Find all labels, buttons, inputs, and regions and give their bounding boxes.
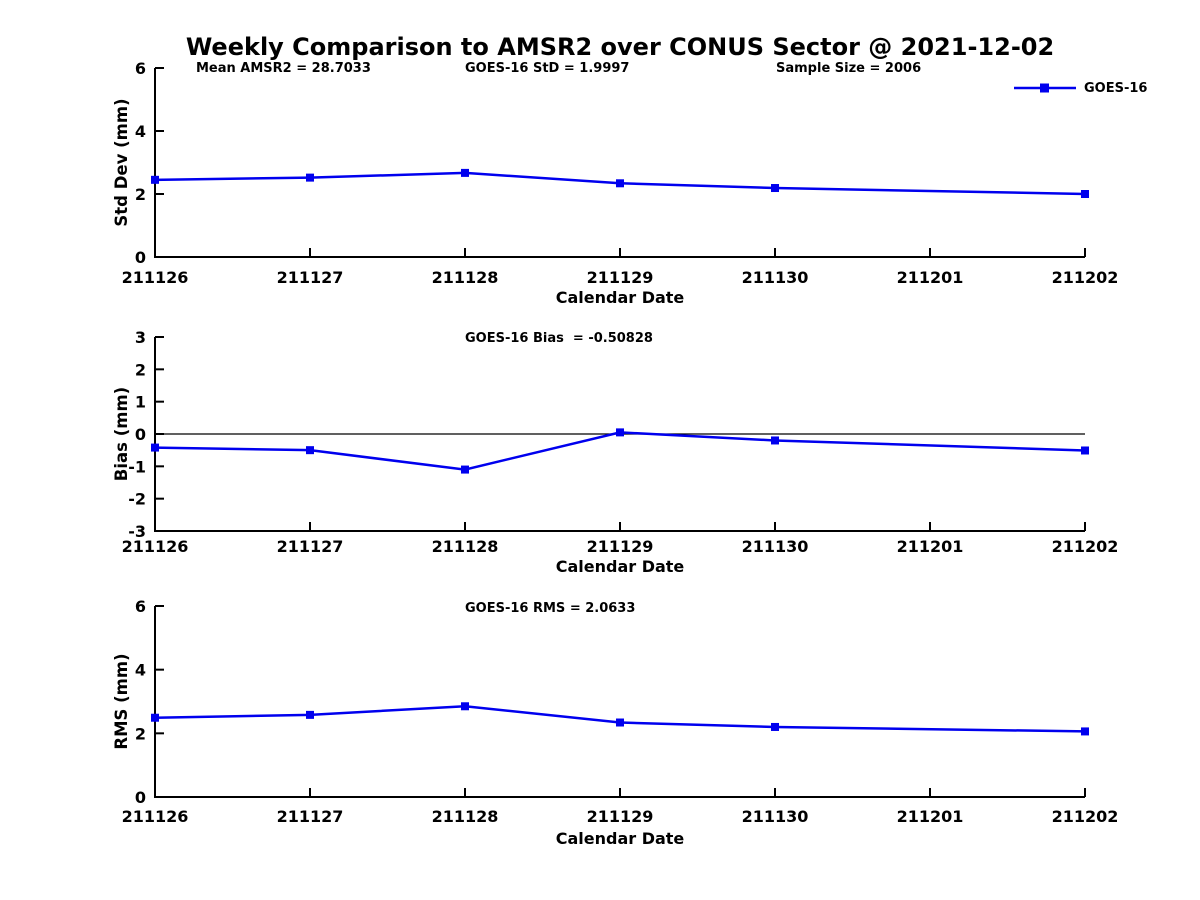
x-tick-label: 211130 [742, 807, 809, 826]
y-tick-label: 2 [135, 360, 146, 379]
x-tick-label: 211128 [432, 537, 499, 556]
x-axis-title: Calendar Date [556, 829, 685, 848]
y-axis-title: RMS (mm) [112, 653, 131, 749]
x-tick-label: 211201 [897, 268, 964, 287]
stat-goes16-std: GOES-16 StD = 1.9997 [465, 61, 630, 76]
y-tick-label: 0 [135, 248, 146, 267]
data-point-marker [771, 436, 779, 445]
x-tick-label: 211128 [432, 268, 499, 287]
data-point-marker [771, 184, 779, 193]
data-point-marker [1081, 727, 1089, 736]
x-tick-label: 211128 [432, 807, 499, 826]
x-tick-label: 211129 [587, 807, 654, 826]
data-point-marker [616, 718, 624, 727]
y-tick-label: 3 [135, 328, 146, 347]
y-axis-title: Std Dev (mm) [112, 98, 131, 226]
stat-mean-amsr2: Mean AMSR2 = 28.7033 [196, 61, 371, 76]
y-tick-label: -2 [128, 490, 146, 509]
stat-sample-size: Sample Size = 2006 [776, 61, 922, 76]
x-tick-label: 211126 [122, 268, 189, 287]
data-point-marker [1081, 190, 1089, 198]
stat-goes16-rms: GOES-16 RMS = 2.0633 [465, 601, 636, 616]
x-tick-label: 211130 [742, 537, 809, 556]
data-point-marker [306, 710, 314, 719]
x-tick-label: 211127 [277, 268, 344, 287]
x-tick-label: 211202 [1052, 807, 1119, 826]
x-tick-label: 211126 [122, 537, 189, 556]
y-tick-label: 0 [135, 425, 146, 444]
y-tick-label: 4 [135, 661, 146, 680]
data-point-marker [151, 443, 159, 452]
x-tick-label: 211126 [122, 807, 189, 826]
data-point-marker [306, 446, 314, 455]
data-point-marker [306, 173, 314, 182]
std-dev-chart: 0 2 4 6 211126 211127 211128 211129 211130 211201… [112, 59, 1119, 307]
data-point-marker [151, 713, 159, 722]
data-line [154, 705, 1086, 733]
data-point-marker [461, 168, 469, 177]
legend: GOES-16 [1014, 80, 1147, 96]
x-axis-title: Calendar Date [556, 288, 685, 307]
y-tick-label: 6 [135, 59, 146, 78]
y-axis-title: Bias (mm) [112, 387, 131, 481]
data-point-marker [461, 465, 469, 474]
page-title: Weekly Comparison to AMSR2 over CONUS Se… [185, 33, 1055, 61]
x-tick-label: 211129 [587, 268, 654, 287]
y-tick-label: 6 [135, 597, 146, 616]
legend-series-label: GOES-16 [1084, 80, 1148, 96]
x-tick-label: 211201 [897, 537, 964, 556]
x-tick-label: 211202 [1052, 537, 1119, 556]
legend-line-marker-icon [1014, 83, 1076, 93]
y-tick-label: -1 [128, 457, 146, 476]
data-point-marker [771, 722, 779, 731]
data-point-marker [616, 179, 624, 188]
data-point-marker [1081, 446, 1089, 455]
y-tick-label: 2 [135, 724, 146, 743]
data-line [154, 431, 1086, 471]
stat-goes16-bias: GOES-16 Bias = -0.50828 [465, 331, 653, 346]
data-point-marker [151, 175, 159, 184]
y-tick-label: 1 [135, 393, 146, 412]
y-tick-label: 4 [135, 122, 146, 141]
x-tick-label: 211129 [587, 537, 654, 556]
x-tick-label: 211130 [742, 268, 809, 287]
data-point-marker [616, 428, 624, 437]
rms-chart: 0 2 4 6 211126 211127 211128 211129 211130 211201… [112, 597, 1119, 848]
y-tick-label: -3 [128, 522, 146, 541]
x-tick-label: 211127 [277, 537, 344, 556]
data-point-marker [461, 702, 469, 711]
y-tick-label: 2 [135, 185, 146, 204]
data-line [154, 171, 1086, 196]
y-tick-label: 0 [135, 788, 146, 807]
x-tick-label: 211127 [277, 807, 344, 826]
x-tick-label: 211202 [1052, 268, 1119, 287]
x-axis-title: Calendar Date [556, 557, 685, 576]
x-tick-label: 211201 [897, 807, 964, 826]
